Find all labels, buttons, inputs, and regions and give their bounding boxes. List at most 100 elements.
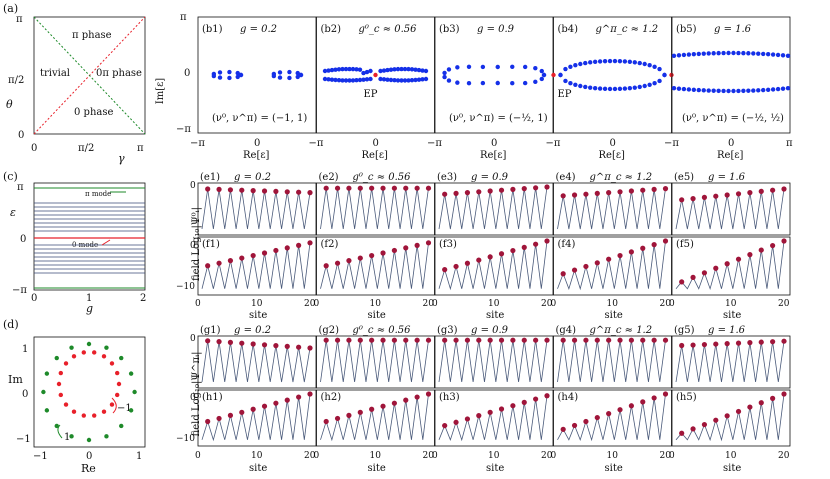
panel-e-ylabel: field Log₁₀|Ψ⁰ᵢ| bbox=[191, 207, 202, 281]
panel-g1-point bbox=[250, 341, 256, 347]
panel-g2-point bbox=[334, 337, 341, 343]
panel-b4-xtick-0: 0 bbox=[610, 138, 616, 149]
panel-g1-point bbox=[261, 342, 268, 348]
panel-g5-point bbox=[679, 342, 685, 349]
winding-point-green bbox=[44, 371, 50, 376]
panel-e5-label: (e5) bbox=[674, 172, 694, 183]
panel-h3-point bbox=[498, 406, 505, 412]
b5-eig bbox=[711, 88, 716, 93]
panel-h5-xtick-0: 0 bbox=[669, 451, 675, 461]
panel-c-ytick-0: 0 bbox=[20, 234, 26, 245]
b2-eig bbox=[347, 78, 352, 83]
panel-f3-xtick-0: 0 bbox=[432, 299, 438, 309]
panel-b3-param: g = 0.9 bbox=[477, 24, 515, 35]
b1-eig bbox=[227, 75, 232, 81]
panel-d-ytick-0: 0 bbox=[22, 389, 28, 400]
b3-eig bbox=[466, 81, 472, 86]
b1-eig bbox=[287, 75, 292, 81]
panel-a-ytick-0: 0 bbox=[18, 130, 24, 141]
panel-g4-label: (g4) bbox=[556, 325, 577, 336]
b3-eig bbox=[522, 80, 528, 86]
winding-point-green bbox=[128, 371, 134, 376]
panel-e5-line bbox=[675, 188, 785, 230]
b4-eig bbox=[617, 86, 623, 92]
panel-a-ylabel: θ bbox=[6, 98, 13, 111]
panel-a-frame bbox=[33, 16, 146, 135]
panel-h5-point bbox=[724, 413, 730, 419]
panel-f3-point bbox=[533, 241, 539, 247]
b2-eig bbox=[333, 77, 338, 83]
winding-point-red bbox=[56, 381, 62, 387]
b1-eig bbox=[227, 69, 232, 75]
b3-eig bbox=[480, 80, 486, 86]
panel-f3-point bbox=[521, 244, 527, 250]
panel-f2-point bbox=[323, 263, 329, 269]
b2-eig bbox=[416, 77, 422, 82]
panel-f1-point bbox=[205, 263, 211, 269]
b4-eig bbox=[602, 86, 608, 92]
panel-h2-label: (h2) bbox=[321, 392, 342, 403]
winding-point-green bbox=[119, 423, 124, 429]
b5-eig bbox=[676, 86, 682, 91]
b4-eig bbox=[588, 60, 593, 65]
panel-g3-point bbox=[510, 337, 516, 343]
winding-point-red bbox=[71, 354, 77, 359]
panel-h2-point bbox=[391, 400, 397, 406]
b2-eig bbox=[368, 76, 373, 82]
panel-h3-point bbox=[487, 409, 493, 415]
panel-f4-xtick-20: 20 bbox=[660, 299, 672, 309]
panel-f1-point bbox=[239, 255, 245, 261]
panel-d-label: (d) bbox=[3, 318, 19, 331]
panel-b-ytick-mpi: −π bbox=[176, 124, 191, 135]
panel-g2-param: g⁰_c ≈ 0.56 bbox=[353, 325, 412, 336]
b4-eig bbox=[568, 64, 573, 69]
panel-g1-point bbox=[284, 343, 290, 349]
b4-eig bbox=[632, 85, 637, 90]
panel-f1-point bbox=[307, 240, 313, 246]
panel-f3-point bbox=[510, 247, 516, 254]
b5-eig bbox=[726, 88, 731, 94]
panel-e3-point bbox=[442, 191, 448, 197]
panel-c: (c) ε g π 0 −π 0 1 2 π mode 0 mode bbox=[3, 170, 146, 315]
b1-eig bbox=[277, 75, 283, 80]
panel-g5-point bbox=[781, 338, 787, 344]
panel-d-xtick-m1: −1 bbox=[33, 451, 48, 462]
panel-h3-point bbox=[533, 396, 539, 402]
panel-f3-xlabel: site bbox=[486, 310, 504, 321]
b2-eig bbox=[385, 67, 390, 73]
b5-eig bbox=[775, 52, 781, 58]
b3-eig bbox=[495, 64, 500, 70]
panel-e1-line bbox=[201, 188, 311, 230]
winding-point-red bbox=[63, 361, 69, 366]
panel-e-f: field Log₁₀|Ψ⁰ᵢ| (e1) g = 0.2 (f1) 0 10 20 sit… bbox=[176, 172, 791, 321]
panel-gh-ytick-h-m10: −10 bbox=[176, 434, 195, 444]
panel-g2-point bbox=[414, 337, 420, 343]
panel-g2-point bbox=[357, 337, 363, 343]
panel-f5-point bbox=[713, 265, 719, 271]
winding-point-red bbox=[114, 392, 120, 398]
panel-b5-xtick-pi: π bbox=[786, 138, 793, 149]
b5-eig bbox=[746, 51, 751, 56]
panel-e1-point bbox=[296, 189, 302, 195]
winding-point-red bbox=[114, 370, 120, 376]
panel-h4-point bbox=[560, 426, 566, 432]
b2-eig bbox=[354, 67, 359, 72]
panel-h3-xtick-20: 20 bbox=[541, 451, 553, 461]
panel-h5-xlabel: site bbox=[723, 463, 741, 474]
panel-e3-param: g = 0.9 bbox=[471, 172, 509, 183]
winding-point-green bbox=[54, 355, 59, 361]
panel-b3-xtick-mpi: −π bbox=[427, 138, 442, 149]
b2-eig bbox=[357, 77, 363, 83]
b4-eig bbox=[563, 78, 568, 84]
panel-h1-point bbox=[216, 415, 222, 422]
b5-eig bbox=[726, 50, 731, 56]
panel-f5-point bbox=[747, 252, 753, 258]
panel-g1-point bbox=[239, 340, 245, 346]
panel-h1-point bbox=[205, 418, 211, 425]
b4-eig bbox=[583, 60, 588, 66]
b5-eig bbox=[671, 85, 677, 91]
b4-ep-left bbox=[551, 72, 556, 78]
panel-f5-xlabel: site bbox=[723, 310, 741, 321]
panel-b1-invariant: (ν⁰, ν^π) = (−1, 1) bbox=[212, 113, 307, 124]
panel-h2-point bbox=[425, 391, 432, 397]
